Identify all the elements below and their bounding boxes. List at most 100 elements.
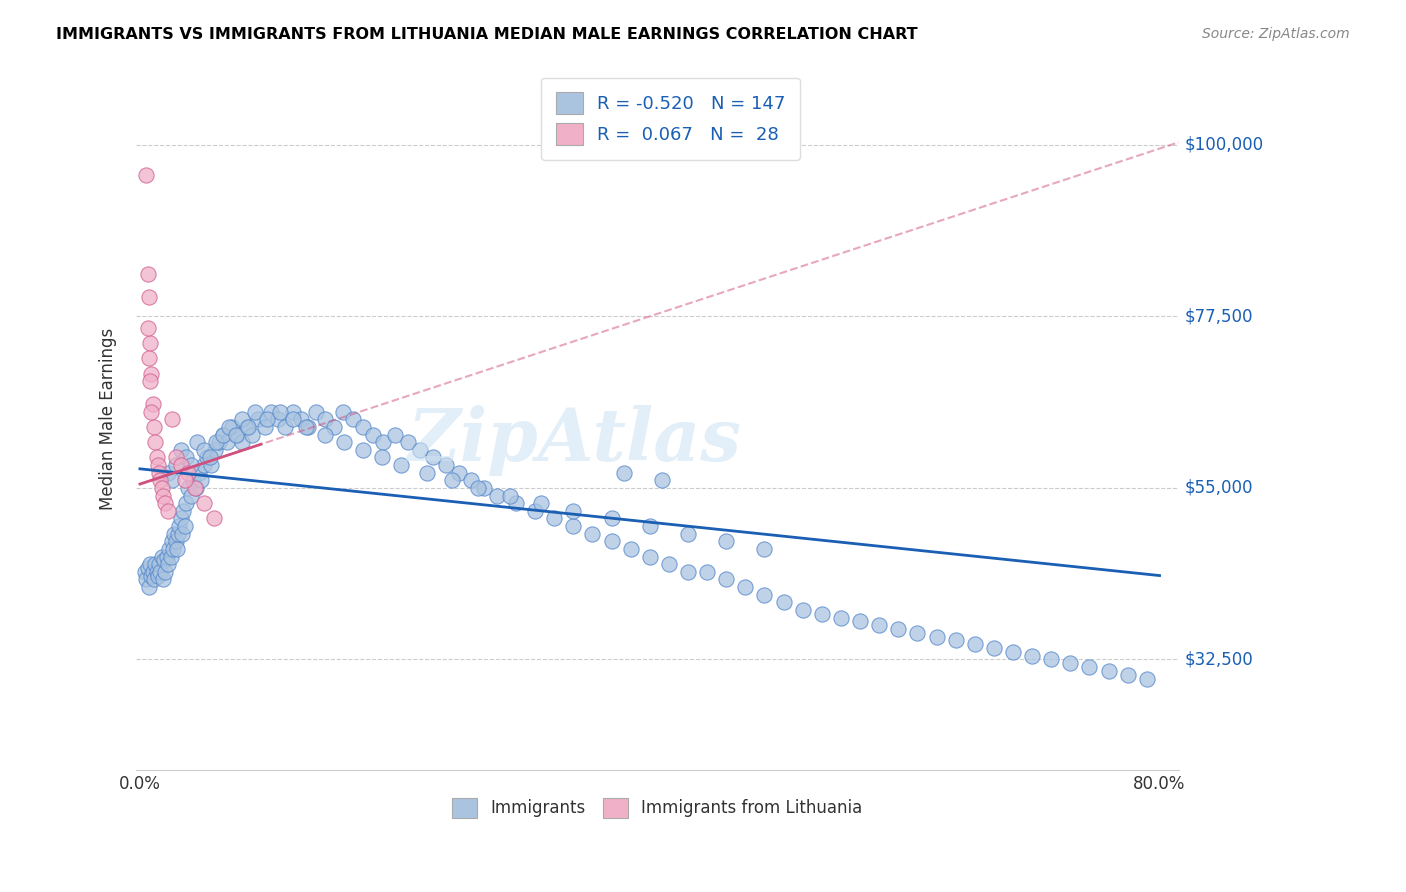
Text: IMMIGRANTS VS IMMIGRANTS FROM LITHUANIA MEDIAN MALE EARNINGS CORRELATION CHART: IMMIGRANTS VS IMMIGRANTS FROM LITHUANIA … [56, 27, 918, 42]
Point [243, 404, 266, 418]
Point [148, 466, 170, 480]
Point [290, 412, 312, 426]
Point [143, 435, 166, 450]
Point [155, 565, 177, 579]
Point [485, 489, 508, 503]
Point [138, 580, 160, 594]
Point [146, 458, 169, 472]
Point [676, 565, 699, 579]
Point [146, 568, 169, 582]
Point [830, 610, 852, 624]
Point [183, 473, 205, 487]
Text: $32,500: $32,500 [1185, 650, 1254, 668]
Point [200, 458, 222, 472]
Point [155, 496, 177, 510]
Point [562, 504, 585, 518]
Point [716, 534, 738, 549]
Point [581, 526, 603, 541]
Point [467, 481, 489, 495]
Point [143, 557, 166, 571]
Point [281, 404, 304, 418]
Point [256, 412, 278, 426]
Point [269, 404, 291, 418]
Point [142, 573, 165, 587]
Point [294, 420, 316, 434]
Point [651, 473, 673, 487]
Point [202, 511, 225, 525]
Point [260, 404, 283, 418]
Point [1021, 648, 1043, 663]
Point [810, 607, 832, 621]
Point [145, 450, 167, 465]
Point [1136, 672, 1159, 686]
Point [620, 541, 643, 556]
Point [792, 603, 814, 617]
Point [384, 427, 406, 442]
Point [160, 534, 183, 549]
Text: Source: ZipAtlas.com: Source: ZipAtlas.com [1202, 27, 1350, 41]
Point [247, 412, 270, 426]
Point [138, 290, 160, 304]
Point [314, 412, 336, 426]
Point [148, 557, 170, 571]
Point [160, 473, 183, 487]
Point [396, 435, 419, 450]
Point [352, 420, 374, 434]
Point [205, 435, 228, 450]
Point [422, 450, 444, 465]
Point [139, 374, 162, 388]
Point [139, 336, 162, 351]
Point [141, 367, 163, 381]
Point [238, 420, 260, 434]
Point [211, 427, 233, 442]
Point [225, 427, 247, 442]
Text: $77,500: $77,500 [1185, 308, 1254, 326]
Point [472, 481, 495, 495]
Text: ZipAtlas: ZipAtlas [408, 405, 741, 475]
Point [184, 481, 207, 495]
Point [190, 473, 212, 487]
Point [170, 526, 193, 541]
Point [333, 435, 356, 450]
Point [342, 412, 364, 426]
Point [231, 435, 253, 450]
Point [460, 473, 482, 487]
Point [173, 473, 195, 487]
Point [139, 557, 162, 571]
Point [157, 541, 180, 556]
Point [180, 489, 202, 503]
Point [716, 573, 738, 587]
Point [159, 549, 181, 564]
Point [543, 511, 565, 525]
Point [173, 519, 195, 533]
Point [170, 511, 193, 525]
Point [371, 450, 394, 465]
Point [236, 420, 259, 434]
Point [1040, 652, 1063, 666]
Point [145, 565, 167, 579]
Point [150, 549, 173, 564]
Point [184, 481, 207, 495]
Y-axis label: Median Male Earnings: Median Male Earnings [100, 328, 117, 510]
Point [332, 404, 354, 418]
Point [197, 450, 219, 465]
Point [204, 442, 226, 457]
Point [174, 496, 197, 510]
Point [1097, 664, 1119, 678]
Point [174, 450, 197, 465]
Point [170, 458, 193, 472]
Point [156, 466, 179, 480]
Point [152, 573, 174, 587]
Point [141, 404, 163, 418]
Point [156, 549, 179, 564]
Point [945, 633, 967, 648]
Point [180, 458, 202, 472]
Point [1116, 667, 1139, 681]
Point [166, 541, 188, 556]
Point [274, 420, 297, 434]
Point [734, 580, 756, 594]
Point [186, 435, 208, 450]
Point [963, 637, 986, 651]
Point [177, 481, 200, 495]
Point [600, 534, 623, 549]
